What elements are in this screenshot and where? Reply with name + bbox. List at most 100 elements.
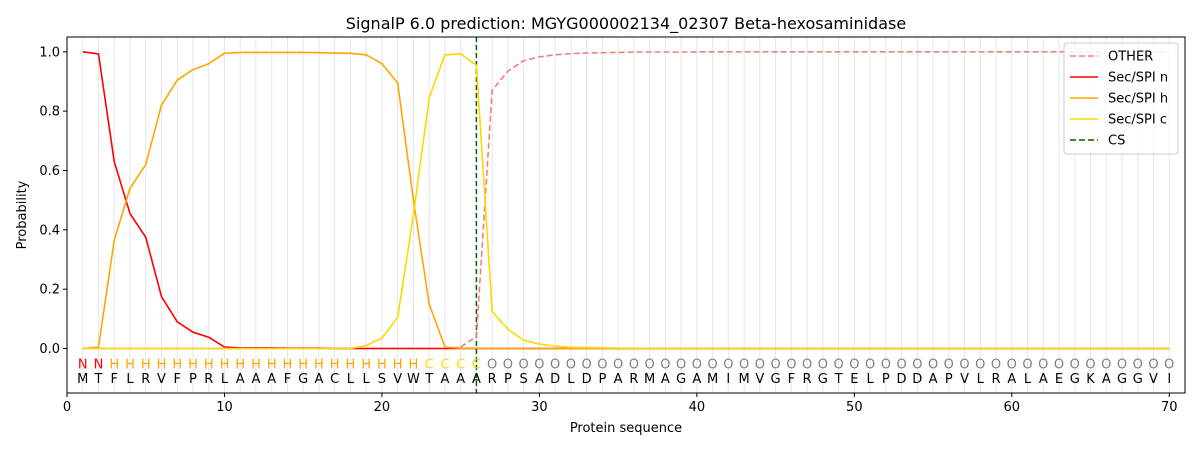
x-axis-ticks: 0 10 20 30 40 50 60 70 bbox=[63, 393, 1178, 415]
predicted-label: H bbox=[141, 357, 151, 372]
predicted-label: H bbox=[125, 357, 135, 372]
legend: OTHER Sec/SPI n Sec/SPI h Sec/SPI c CS bbox=[1063, 42, 1179, 155]
predicted-label: N bbox=[78, 357, 88, 372]
predicted-label: O bbox=[975, 357, 985, 372]
predicted-label: O bbox=[833, 357, 843, 372]
x-tick-label: 0 bbox=[63, 400, 71, 415]
legend-label: Sec/SPI n bbox=[1108, 71, 1168, 86]
predicted-label: O bbox=[1133, 357, 1143, 372]
predicted-label: H bbox=[235, 357, 245, 372]
predicted-label: C bbox=[425, 357, 434, 372]
predicted-label: O bbox=[707, 357, 717, 372]
sequence-residue: A bbox=[236, 372, 245, 387]
sequence-residue: A bbox=[614, 372, 623, 387]
predicted-label: O bbox=[534, 357, 544, 372]
sequence-residue: P bbox=[882, 372, 890, 387]
sequence-residue: L bbox=[221, 372, 229, 387]
sequence-residue: R bbox=[141, 372, 150, 387]
predicted-label: O bbox=[770, 357, 780, 372]
predicted-label: O bbox=[566, 357, 576, 372]
sequence-residue: A bbox=[456, 372, 465, 387]
predicted-label: O bbox=[928, 357, 938, 372]
sequence-residue: I bbox=[726, 372, 730, 387]
x-tick-label: 60 bbox=[1004, 400, 1021, 415]
sequence-residue: M bbox=[644, 372, 655, 387]
predicted-label: O bbox=[550, 357, 560, 372]
predicted-label: H bbox=[251, 357, 261, 372]
predicted-label: H bbox=[298, 357, 308, 372]
sequence-residue: A bbox=[1102, 372, 1111, 387]
sequence-residue: V bbox=[755, 372, 764, 387]
predicted-label: H bbox=[283, 357, 293, 372]
sequence-residue: A bbox=[535, 372, 544, 387]
y-tick-label: 0.6 bbox=[39, 164, 60, 179]
sequence-residue: L bbox=[567, 372, 575, 387]
predicted-label: H bbox=[204, 357, 214, 372]
predicted-label: O bbox=[802, 357, 812, 372]
sequence-residue: A bbox=[252, 372, 261, 387]
predicted-label: O bbox=[582, 357, 592, 372]
sequence-residue: D bbox=[550, 372, 560, 387]
sequence-residue: R bbox=[204, 372, 213, 387]
sequence-residue: V bbox=[157, 372, 166, 387]
sequence-annotations: NMNTHFHLHRHVHFHPHRHLHAHAHAHFHGHAHCHLHLHS… bbox=[77, 357, 1174, 387]
x-tick-label: 50 bbox=[846, 400, 863, 415]
predicted-label: O bbox=[503, 357, 513, 372]
predicted-label: O bbox=[519, 357, 529, 372]
sequence-residue: F bbox=[110, 372, 117, 387]
y-tick-label: 0.0 bbox=[39, 342, 60, 357]
sequence-residue: R bbox=[488, 372, 497, 387]
predicted-label: O bbox=[1085, 357, 1095, 372]
sequence-residue: D bbox=[897, 372, 907, 387]
sequence-residue: I bbox=[1167, 372, 1171, 387]
sequence-residue: C bbox=[330, 372, 339, 387]
predicted-label: O bbox=[896, 357, 906, 372]
sequence-residue: R bbox=[803, 372, 812, 387]
predicted-label: H bbox=[109, 357, 119, 372]
y-tick-label: 0.4 bbox=[39, 223, 60, 238]
sequence-residue: G bbox=[818, 372, 828, 387]
predicted-label: O bbox=[1117, 357, 1127, 372]
sequence-residue: R bbox=[629, 372, 638, 387]
predicted-label: O bbox=[786, 357, 796, 372]
predicted-label: H bbox=[346, 357, 356, 372]
x-tick-label: 20 bbox=[374, 400, 391, 415]
x-tick-label: 70 bbox=[1161, 400, 1178, 415]
predicted-label: C bbox=[472, 357, 481, 372]
sequence-residue: A bbox=[692, 372, 701, 387]
sequence-residue: D bbox=[912, 372, 922, 387]
predicted-label: O bbox=[645, 357, 655, 372]
sequence-residue: W bbox=[407, 372, 420, 387]
predicted-label: O bbox=[487, 357, 497, 372]
sequence-residue: S bbox=[378, 372, 386, 387]
sequence-residue: T bbox=[424, 372, 433, 387]
sequence-residue: A bbox=[314, 372, 323, 387]
predicted-label: N bbox=[94, 357, 104, 372]
plot-frame bbox=[66, 36, 1186, 394]
sequence-residue: F bbox=[173, 372, 180, 387]
legend-label: Sec/SPI h bbox=[1108, 92, 1168, 107]
sequence-residue: G bbox=[298, 372, 308, 387]
sequence-residue: A bbox=[1039, 372, 1048, 387]
predicted-label: H bbox=[157, 357, 167, 372]
predicted-label: O bbox=[912, 357, 922, 372]
predicted-label: H bbox=[377, 357, 387, 372]
predicted-label: O bbox=[865, 357, 875, 372]
legend-label: CS bbox=[1108, 134, 1125, 149]
legend-label: OTHER bbox=[1108, 50, 1153, 65]
chart-title: SignalP 6.0 prediction: MGYG000002134_02… bbox=[346, 14, 906, 34]
sequence-residue: P bbox=[598, 372, 606, 387]
predicted-label: O bbox=[1148, 357, 1158, 372]
sequence-residue: M bbox=[707, 372, 718, 387]
predicted-label: O bbox=[1070, 357, 1080, 372]
legend-label: Sec/SPI c bbox=[1108, 113, 1167, 128]
predicted-label: O bbox=[944, 357, 954, 372]
y-tick-label: 0.2 bbox=[39, 283, 60, 298]
predicted-label: H bbox=[220, 357, 230, 372]
predicted-label: O bbox=[1022, 357, 1032, 372]
series-line-sec-spi-c bbox=[82, 53, 1170, 350]
sequence-residue: L bbox=[977, 372, 985, 387]
